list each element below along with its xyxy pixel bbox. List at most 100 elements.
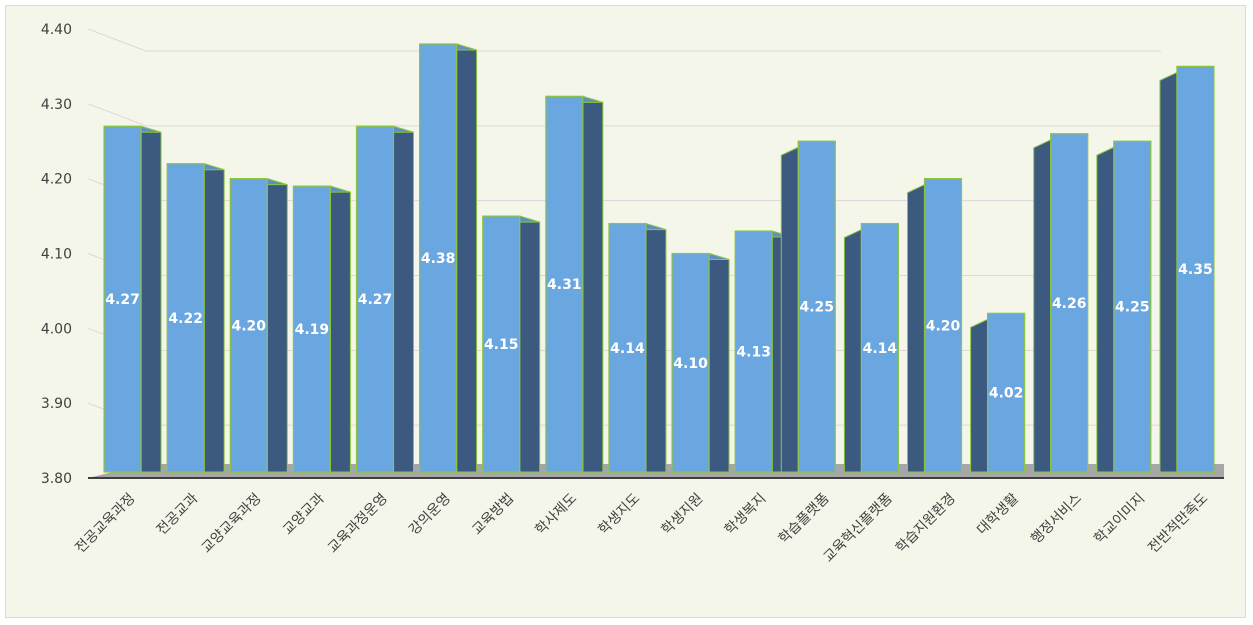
bar-front xyxy=(1050,133,1089,473)
data-label: 4.25 xyxy=(1115,300,1150,316)
bar-side xyxy=(140,125,162,473)
x-tick-label: 강의운영 xyxy=(406,491,454,539)
x-tick-label: 행정서비스 xyxy=(1028,490,1085,547)
bar-front xyxy=(229,178,268,473)
bar xyxy=(843,222,899,473)
y-tick-label: 4.30 xyxy=(41,97,72,113)
x-tick-label: 학교이미지 xyxy=(1091,491,1148,548)
bar-front xyxy=(355,125,395,473)
bar xyxy=(1033,133,1089,473)
x-tick-label: 학생지원 xyxy=(659,491,707,539)
x-tick-label: 전공교육과정 xyxy=(72,491,138,557)
bar xyxy=(419,43,478,473)
bar-side xyxy=(970,318,989,473)
bar-front xyxy=(166,163,205,473)
data-label: 4.13 xyxy=(736,345,771,361)
bar-front xyxy=(987,312,1026,473)
gridline xyxy=(87,28,1161,52)
x-tick-label: 학생지도 xyxy=(596,490,644,538)
bar-front xyxy=(1176,65,1215,473)
x-tick-label: 학습플랫폼 xyxy=(776,490,833,547)
data-label: 4.38 xyxy=(421,251,456,267)
chart-frame: 3.80 3.90 4.00 4.10 4.20 4.30 4.40 전공교육과정 전공교과 교… xyxy=(5,5,1246,618)
y-axis-ticks: 3.80 3.90 4.00 4.10 4.20 4.30 4.40 xyxy=(41,22,72,487)
bar-front xyxy=(482,215,521,473)
x-tick-label: 전공교과 xyxy=(154,490,202,538)
bar-side xyxy=(266,177,288,473)
data-label: 4.25 xyxy=(800,300,835,316)
x-tick-label: 학사제도 xyxy=(532,490,580,538)
gridline xyxy=(87,103,1161,127)
data-label: 4.35 xyxy=(1178,262,1213,278)
bar-side xyxy=(1096,146,1115,473)
bar-front xyxy=(860,222,899,473)
x-tick-label: 학습지원환경 xyxy=(893,491,959,557)
y-tick-label: 4.00 xyxy=(41,321,72,337)
x-tick-label: 학생복지 xyxy=(722,491,770,539)
data-label: 4.27 xyxy=(105,292,140,308)
bar xyxy=(608,222,667,473)
bar-side xyxy=(456,43,478,473)
data-label: 4.20 xyxy=(232,318,267,334)
x-tick-label: 전반적만족도 xyxy=(1145,490,1211,556)
x-tick-label: 교육과정운영 xyxy=(325,491,391,557)
y-tick-label: 3.90 xyxy=(41,396,72,412)
bar-side xyxy=(203,163,225,473)
bar-front xyxy=(734,230,773,473)
data-label: 4.20 xyxy=(926,318,961,334)
bars xyxy=(103,43,1215,473)
data-label: 4.14 xyxy=(610,341,645,357)
data-label: 4.02 xyxy=(989,386,1024,402)
data-label: 4.26 xyxy=(1052,296,1087,312)
data-label: 4.10 xyxy=(673,356,708,372)
data-label: 4.14 xyxy=(863,341,898,357)
data-label: 4.27 xyxy=(358,292,393,308)
x-tick-label: 교양교육과정 xyxy=(199,491,265,557)
bar xyxy=(355,125,414,473)
y-tick-label: 3.80 xyxy=(41,471,72,487)
bar-chart: 3.803.904.004.104.204.304.40 전공교육과정 전공교과교… xyxy=(41,22,1224,566)
bar-side xyxy=(1033,138,1052,473)
bar-front xyxy=(103,125,142,473)
data-label: 4.31 xyxy=(547,277,582,293)
bar-side xyxy=(1159,71,1178,473)
x-tick-label: 교육방법 xyxy=(469,491,517,539)
bar-front xyxy=(797,140,836,473)
y-tick-label: 4.40 xyxy=(41,22,72,38)
data-label: 4.19 xyxy=(295,322,330,338)
bar-side xyxy=(843,228,862,473)
bar-side xyxy=(645,222,667,473)
bar xyxy=(1096,140,1152,473)
bar-side xyxy=(582,95,604,473)
bar-front xyxy=(671,252,710,473)
data-labels: 4.27 4.22 4.20 4.19 4.27 4.38 4.15 4.31 4.14 4.10… xyxy=(105,251,1212,402)
x-tick-label: 교양교과 xyxy=(280,490,328,538)
bar-side xyxy=(393,125,414,473)
bar-front xyxy=(1113,140,1152,473)
bar-front xyxy=(292,185,331,473)
bar-side xyxy=(708,252,730,473)
bar xyxy=(166,163,225,473)
y-tick-label: 4.10 xyxy=(41,247,72,263)
bar-front xyxy=(923,178,963,473)
bar xyxy=(780,140,836,473)
bar xyxy=(292,185,351,473)
bar xyxy=(1159,65,1215,473)
bar-side xyxy=(780,146,799,473)
bar-front xyxy=(419,43,458,473)
bar xyxy=(229,177,288,473)
data-label: 4.15 xyxy=(484,337,519,353)
bar-side xyxy=(329,185,351,473)
x-tick-label: 대학생활 xyxy=(974,490,1022,538)
y-tick-label: 4.20 xyxy=(41,172,72,188)
bar xyxy=(907,178,963,473)
bar xyxy=(671,252,730,473)
bar xyxy=(103,125,162,473)
data-label: 4.22 xyxy=(168,311,203,327)
bar-front xyxy=(608,222,647,473)
bar-side xyxy=(519,215,541,473)
bar-front xyxy=(545,95,584,473)
bar xyxy=(970,312,1026,473)
bar xyxy=(482,215,541,473)
